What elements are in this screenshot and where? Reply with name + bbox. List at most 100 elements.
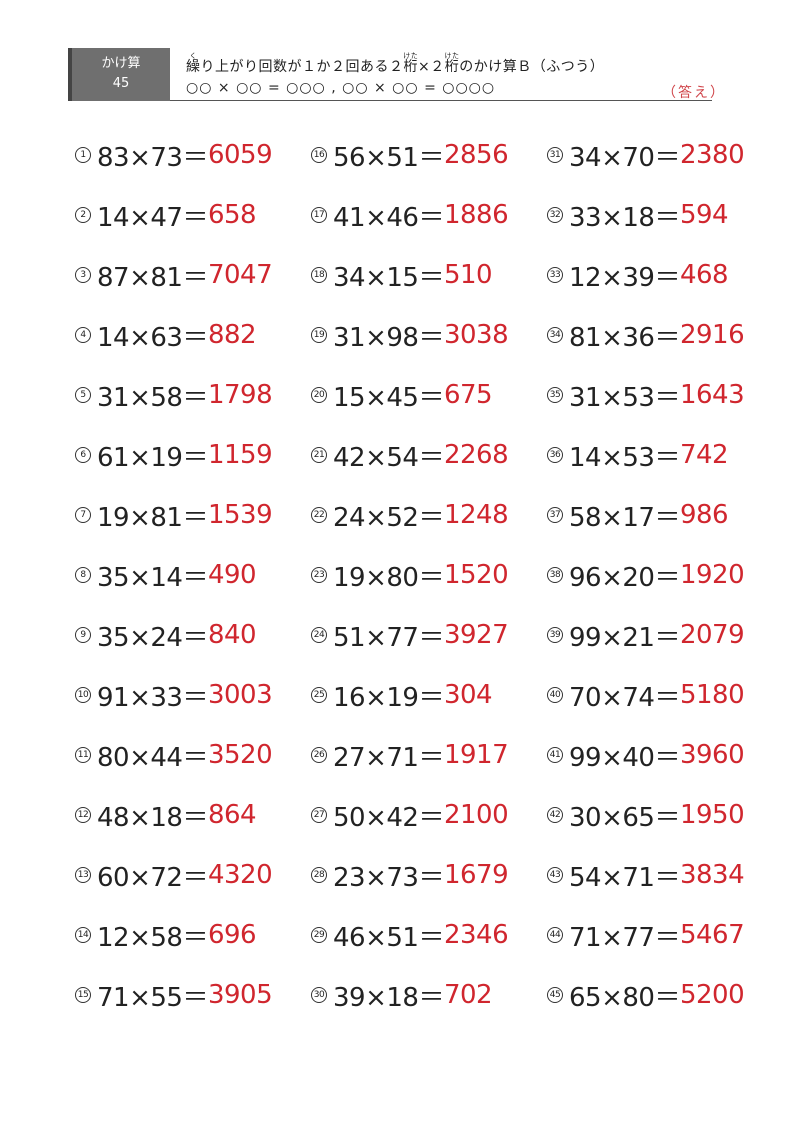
problem-expression: 19×81＝ <box>97 502 208 533</box>
problem-number: 41 <box>547 747 563 763</box>
problem-answer: 3003 <box>207 680 273 710</box>
problem-answer: 594 <box>679 200 729 230</box>
problem-item: 26 27×71＝ 1917 <box>311 735 509 775</box>
problem-number: 7 <box>75 507 91 523</box>
problem-item: 18 34×15＝ 510 <box>311 255 493 295</box>
problem-number: 24 <box>311 627 327 643</box>
ruby: けた <box>403 52 419 60</box>
problem-number: 34 <box>547 327 563 343</box>
problem-expression: 83×73＝ <box>97 142 208 173</box>
problem-expression: 34×70＝ <box>569 142 680 173</box>
problem-item: 14 12×58＝ 696 <box>75 915 257 955</box>
problem-answer: 2856 <box>443 140 509 170</box>
problem-expression: 56×51＝ <box>333 142 444 173</box>
problem-expression: 60×72＝ <box>97 862 208 893</box>
problem-answer: 3038 <box>443 320 509 350</box>
problem-answer: 658 <box>207 200 257 230</box>
problem-item: 20 15×45＝ 675 <box>311 375 493 415</box>
problem-item: 39 99×21＝ 2079 <box>547 615 745 655</box>
problem-answer: 4320 <box>207 860 273 890</box>
problem-answer: 2380 <box>679 140 745 170</box>
problem-expression: 80×44＝ <box>97 742 208 773</box>
problem-answer: 510 <box>443 260 493 290</box>
problem-expression: 87×81＝ <box>97 262 208 293</box>
problem-expression: 15×45＝ <box>333 382 444 413</box>
problem-number: 9 <box>75 627 91 643</box>
title-text: ×２ <box>418 59 445 75</box>
problem-number: 20 <box>311 387 327 403</box>
problem-number: 39 <box>547 627 563 643</box>
problem-item: 35 31×53＝ 1643 <box>547 375 745 415</box>
problem-item: 4 14×63＝ 882 <box>75 315 257 355</box>
problem-expression: 31×53＝ <box>569 382 680 413</box>
problem-answer: 5180 <box>679 680 745 710</box>
problem-number: 37 <box>547 507 563 523</box>
problem-item: 30 39×18＝ 702 <box>311 975 493 1015</box>
problem-item: 33 12×39＝ 468 <box>547 255 729 295</box>
problem-answer: 702 <box>443 980 493 1010</box>
problem-expression: 12×58＝ <box>97 922 208 953</box>
problem-item: 19 31×98＝ 3038 <box>311 315 509 355</box>
problem-answer: 1643 <box>679 380 745 410</box>
problem-item: 31 34×70＝ 2380 <box>547 135 745 175</box>
problem-answer: 1539 <box>207 500 273 530</box>
problem-item: 45 65×80＝ 5200 <box>547 975 745 1015</box>
answer-label: （答え） <box>662 85 726 101</box>
problem-expression: 19×80＝ <box>333 562 444 593</box>
problem-expression: 91×33＝ <box>97 682 208 713</box>
problem-expression: 99×40＝ <box>569 742 680 773</box>
problem-expression: 14×47＝ <box>97 202 208 233</box>
problem-number: 27 <box>311 807 327 823</box>
problem-item: 16 56×51＝ 2856 <box>311 135 509 175</box>
problem-item: 38 96×20＝ 1920 <box>547 555 745 595</box>
problem-number: 25 <box>311 687 327 703</box>
worksheet-number: 45 <box>112 76 130 91</box>
problem-answer: 742 <box>679 440 729 470</box>
problem-expression: 27×71＝ <box>333 742 444 773</box>
problem-number: 12 <box>75 807 91 823</box>
problem-expression: 31×58＝ <box>97 382 208 413</box>
problem-answer: 7047 <box>207 260 273 290</box>
problem-item: 10 91×33＝ 3003 <box>75 675 273 715</box>
problem-answer: 986 <box>679 500 729 530</box>
problem-item: 12 48×18＝ 864 <box>75 795 257 835</box>
problem-answer: 1520 <box>443 560 509 590</box>
problem-item: 42 30×65＝ 1950 <box>547 795 745 835</box>
problem-answer: 1679 <box>443 860 509 890</box>
problem-number: 32 <box>547 207 563 223</box>
problem-expression: 71×77＝ <box>569 922 680 953</box>
problem-expression: 65×80＝ <box>569 982 680 1013</box>
problem-number: 40 <box>547 687 563 703</box>
problem-answer: 2268 <box>443 440 509 470</box>
problem-number: 29 <box>311 927 327 943</box>
problem-number: 36 <box>547 447 563 463</box>
problem-expression: 34×15＝ <box>333 262 444 293</box>
problem-item: 17 41×46＝ 1886 <box>311 195 509 235</box>
problem-number: 31 <box>547 147 563 163</box>
problem-number: 45 <box>547 987 563 1003</box>
problem-item: 3 87×81＝ 7047 <box>75 255 273 295</box>
problem-item: 8 35×14＝ 490 <box>75 555 257 595</box>
worksheet-title: 繰くり上がり回数が１か２回ある２桁けた×２桁けたのかけ算Ｂ（ふつう） <box>186 52 604 76</box>
problem-answer: 5200 <box>679 980 745 1010</box>
problem-number: 44 <box>547 927 563 943</box>
problem-answer: 1917 <box>443 740 509 770</box>
problem-answer: 2079 <box>679 620 745 650</box>
problem-expression: 81×36＝ <box>569 322 680 353</box>
header-divider <box>170 100 712 101</box>
problem-expression: 99×21＝ <box>569 622 680 653</box>
problem-item: 24 51×77＝ 3927 <box>311 615 509 655</box>
problem-expression: 23×73＝ <box>333 862 444 893</box>
problem-answer: 882 <box>207 320 257 350</box>
problem-expression: 14×63＝ <box>97 322 208 353</box>
problem-expression: 24×52＝ <box>333 502 444 533</box>
problem-number: 2 <box>75 207 91 223</box>
title-text: り上がり回数が１か２回ある２ <box>200 59 404 75</box>
problem-expression: 31×98＝ <box>333 322 444 353</box>
problem-number: 21 <box>311 447 327 463</box>
problem-expression: 70×74＝ <box>569 682 680 713</box>
problem-number: 17 <box>311 207 327 223</box>
problem-expression: 39×18＝ <box>333 982 444 1013</box>
problem-item: 13 60×72＝ 4320 <box>75 855 273 895</box>
problem-item: 41 99×40＝ 3960 <box>547 735 745 775</box>
